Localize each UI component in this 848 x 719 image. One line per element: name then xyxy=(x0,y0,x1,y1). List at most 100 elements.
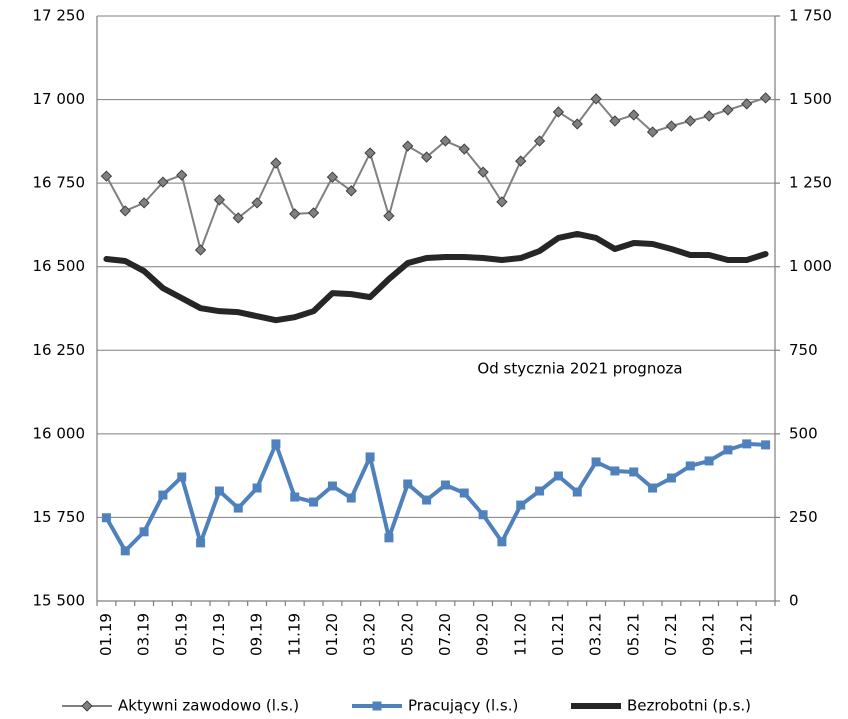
marker xyxy=(628,109,640,121)
marker xyxy=(365,452,375,462)
legend-marker xyxy=(372,701,382,711)
marker xyxy=(251,197,263,209)
marker xyxy=(533,135,546,147)
marker xyxy=(402,140,414,152)
y-tick-label: 15 500 xyxy=(33,592,86,610)
marker xyxy=(609,115,621,127)
y-tick-label: 17 000 xyxy=(33,90,86,108)
y-tick-label: 16 250 xyxy=(33,341,86,359)
marker xyxy=(346,493,356,503)
marker xyxy=(552,106,565,118)
marker xyxy=(722,104,734,116)
y2-tick-label: 250 xyxy=(789,508,818,526)
marker xyxy=(590,93,602,105)
marker xyxy=(648,483,658,493)
marker xyxy=(478,510,488,520)
x-tick-label: 07.19 xyxy=(210,613,228,656)
marker xyxy=(289,208,301,220)
marker xyxy=(646,126,659,138)
x-tick-label: 01.19 xyxy=(97,613,115,656)
annotation: Od stycznia 2021 prognoza xyxy=(477,360,682,378)
marker xyxy=(100,170,113,182)
marker xyxy=(213,194,226,206)
x-tick-label: 09.21 xyxy=(700,613,718,656)
marker xyxy=(309,497,319,507)
marker xyxy=(383,210,395,222)
legend-marker xyxy=(81,700,93,712)
marker xyxy=(290,492,300,502)
marker xyxy=(252,483,262,493)
y2-tick-label: 0 xyxy=(789,592,799,610)
marker xyxy=(458,143,470,155)
x-tick-label: 03.21 xyxy=(587,613,605,656)
line xyxy=(105,96,767,251)
y2-tick-label: 1 250 xyxy=(789,174,832,192)
marker xyxy=(176,169,188,181)
marker xyxy=(307,207,320,219)
line xyxy=(103,230,769,324)
marker xyxy=(553,471,563,481)
marker xyxy=(420,151,433,163)
marker xyxy=(271,439,281,449)
marker xyxy=(440,480,450,490)
x-tick-label: 03.20 xyxy=(361,613,379,656)
marker xyxy=(119,205,131,217)
marker xyxy=(177,472,187,482)
y2-tick-label: 1 500 xyxy=(789,90,832,108)
marker xyxy=(629,467,639,477)
marker xyxy=(439,135,452,147)
y-tick-label: 16 750 xyxy=(33,174,86,192)
y2-tick-label: 750 xyxy=(789,341,818,359)
x-tick-label: 07.21 xyxy=(662,613,680,656)
marker xyxy=(194,244,207,256)
x-tick-label: 03.19 xyxy=(135,613,153,656)
marker xyxy=(741,98,753,110)
marker xyxy=(497,537,507,547)
marker xyxy=(761,440,771,450)
marker xyxy=(591,457,601,467)
marker xyxy=(233,503,243,513)
marker xyxy=(666,473,676,483)
marker xyxy=(685,461,695,471)
legend-label: Pracujący (l.s.) xyxy=(408,697,518,715)
marker xyxy=(477,166,489,178)
y-tick-label: 17 250 xyxy=(33,7,86,25)
marker xyxy=(496,196,508,208)
marker xyxy=(101,513,111,523)
marker xyxy=(157,176,169,188)
x-tick-label: 01.21 xyxy=(549,613,567,656)
marker xyxy=(759,92,772,104)
marker xyxy=(459,488,469,498)
x-tick-label: 05.21 xyxy=(624,613,642,656)
x-tick-label: 09.20 xyxy=(474,613,492,656)
marker xyxy=(270,157,282,169)
x-tick-label: 09.19 xyxy=(248,613,266,656)
marker xyxy=(723,445,733,455)
marker xyxy=(610,466,620,476)
marker xyxy=(515,155,527,167)
x-tick-label: 01.20 xyxy=(323,613,341,656)
marker xyxy=(422,495,432,505)
y-tick-label: 16 500 xyxy=(33,257,86,275)
x-tick-label: 05.20 xyxy=(398,613,416,656)
x-tick-label: 11.20 xyxy=(511,613,529,656)
marker xyxy=(158,490,168,500)
marker xyxy=(326,171,339,183)
marker xyxy=(232,212,244,224)
x-tick-label: 05.19 xyxy=(172,613,190,656)
marker xyxy=(572,487,582,497)
marker xyxy=(120,546,130,556)
marker xyxy=(214,486,224,496)
line xyxy=(104,441,768,553)
y2-tick-label: 1 000 xyxy=(789,257,832,275)
marker xyxy=(327,481,337,491)
marker xyxy=(535,486,545,496)
y2-tick-label: 500 xyxy=(789,424,818,442)
x-tick-label: 07.20 xyxy=(436,613,454,656)
marker xyxy=(138,197,150,209)
marker xyxy=(139,527,149,537)
x-tick-label: 11.19 xyxy=(285,613,303,656)
marker xyxy=(704,456,714,466)
marker xyxy=(384,533,394,543)
